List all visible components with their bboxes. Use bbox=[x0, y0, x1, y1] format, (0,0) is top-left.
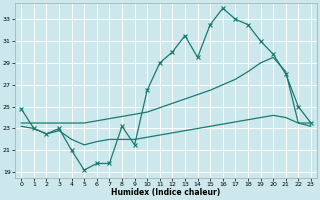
X-axis label: Humidex (Indice chaleur): Humidex (Indice chaleur) bbox=[111, 188, 221, 197]
